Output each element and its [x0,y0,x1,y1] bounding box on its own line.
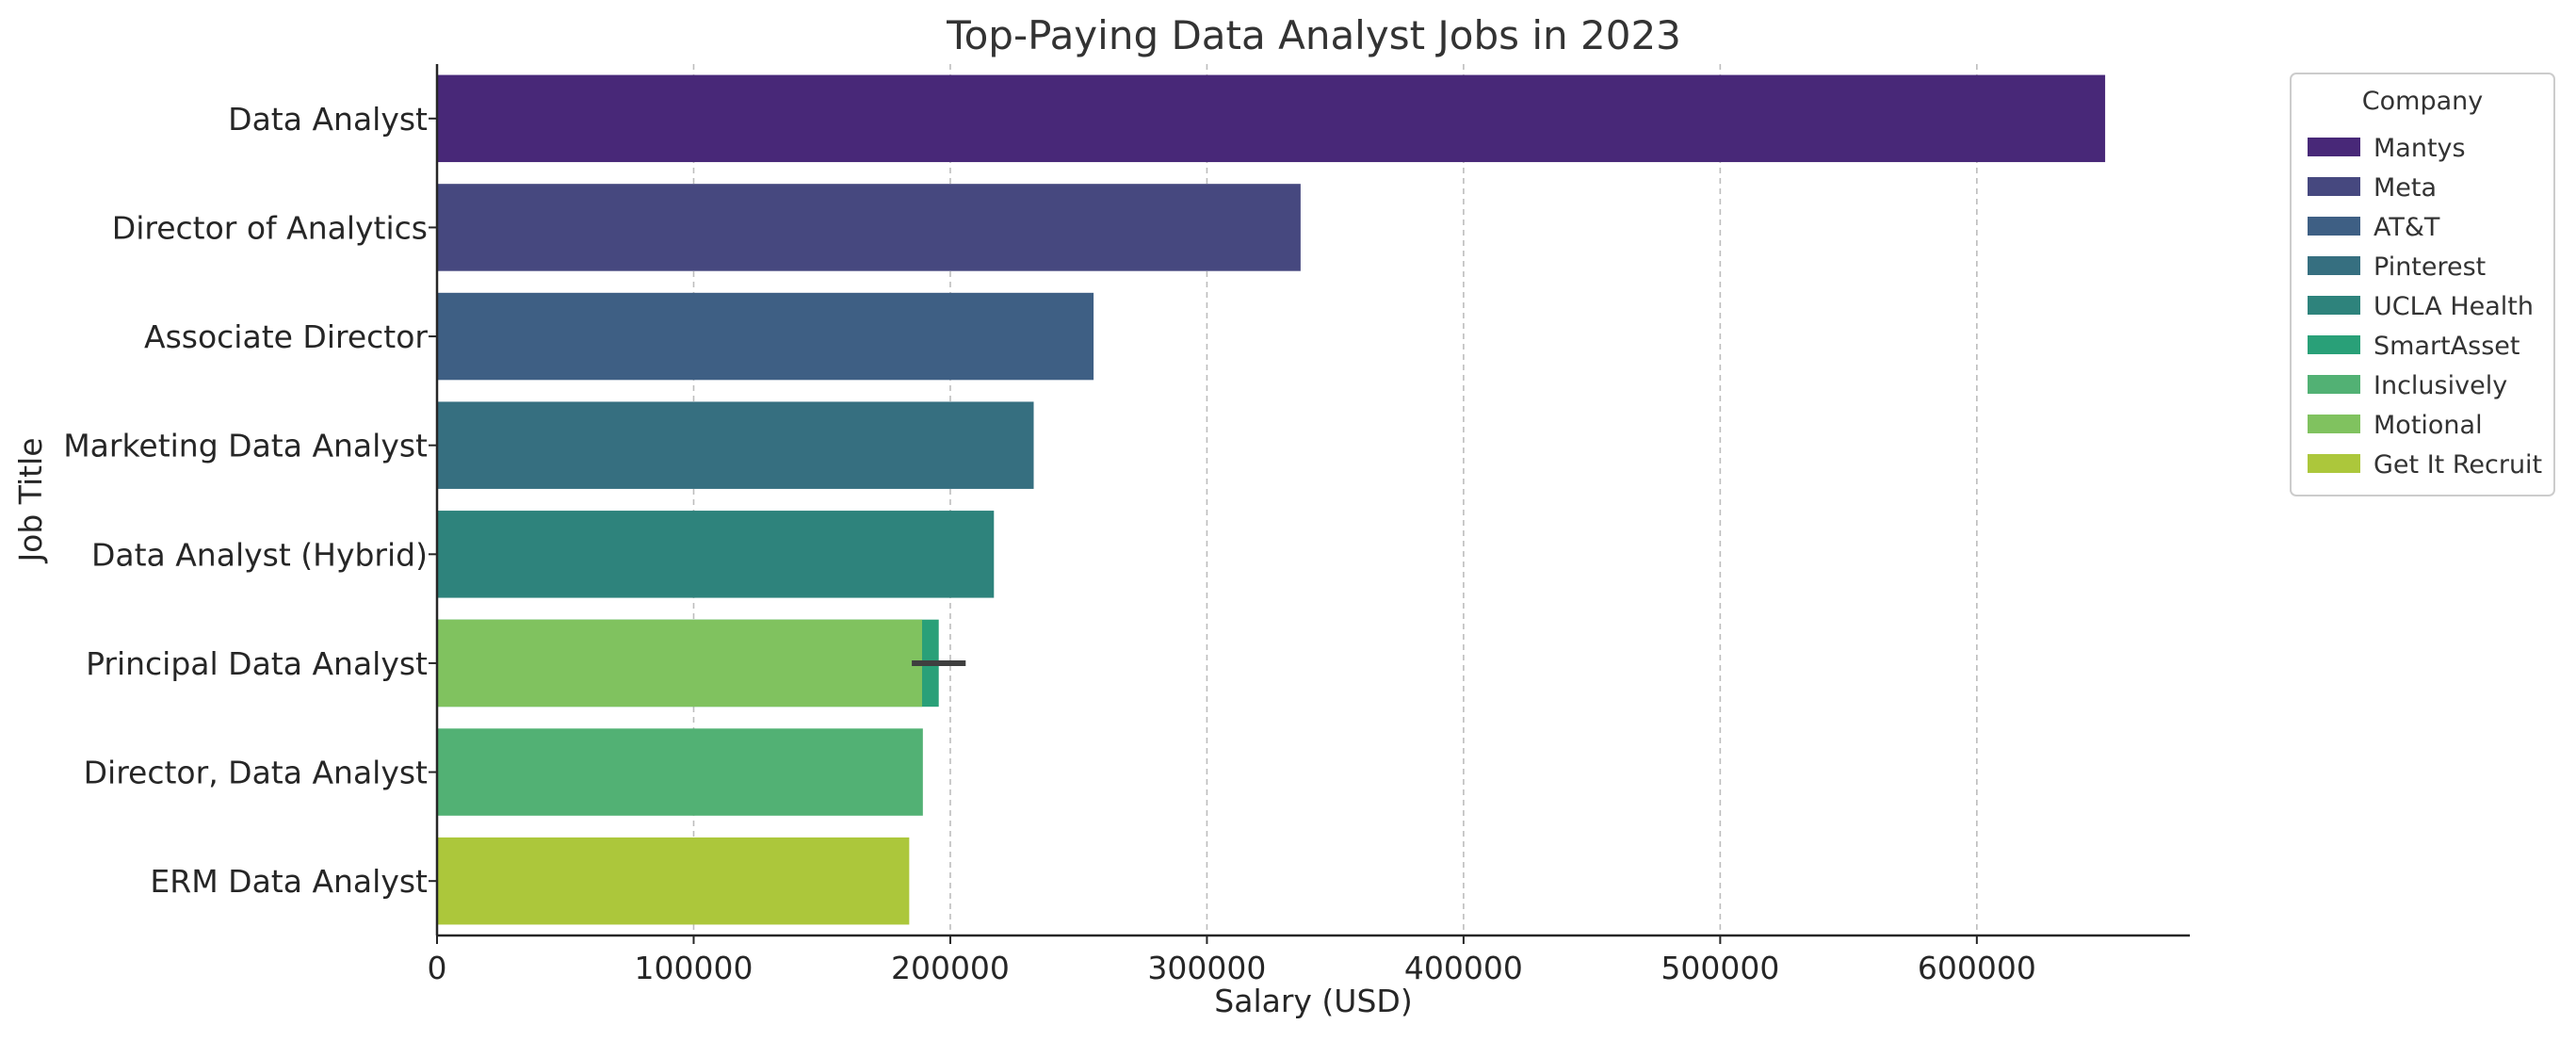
legend-label-at-t: AT&T [2373,213,2440,242]
category-label-data-analyst: Data Analyst [228,101,428,138]
legend-label-inclusively: Inclusively [2373,371,2507,400]
legend-swatch-inclusively [2308,375,2360,394]
legend-label-get-it-recruit: Get It Recruit [2373,450,2542,480]
bar-director-of-analytics-meta [437,184,1301,271]
x-tick-label-4: 400000 [1404,950,1523,986]
x-axis-label: Salary (USD) [1214,983,1412,1019]
category-label-principal-data-analyst: Principal Data Analyst [86,645,428,682]
bar-data-analyst-hybrid-ucla-health [437,511,995,598]
label-layer: Top-Paying Data Analyst Jobs in 2023 Sal… [12,12,1681,1019]
legend-label-pinterest: Pinterest [2373,252,2486,282]
legend-title: Company [2362,87,2483,116]
legend-swatch-at-t [2308,217,2360,236]
legend-swatch-ucla-health [2308,296,2360,315]
axis-layer: 0 100000 200000 300000 400000 500000 600000 Dat… [63,64,2190,986]
legend-label-meta: Meta [2373,173,2437,203]
legend-swatch-motional [2308,415,2360,433]
legend-swatch-smartasset [2308,335,2360,354]
legend-swatch-meta [2308,177,2360,196]
legend-label-ucla-health: UCLA Health [2373,292,2534,321]
chart-title: Top-Paying Data Analyst Jobs in 2023 [946,12,1681,58]
bar-data-analyst-mantys [437,74,2106,163]
x-tick-label-5: 500000 [1661,950,1779,986]
x-tick-label-3: 300000 [1147,950,1266,986]
bar-associate-director-at-t [437,292,1094,381]
bar-layer [437,74,2106,925]
x-tick-label-2: 200000 [891,950,1010,986]
bar-marketing-data-analyst-pinterest [437,401,1034,489]
x-tick-label-1: 100000 [634,950,753,986]
category-label-director-of-analytics: Director of Analytics [112,209,428,246]
y-axis-label: Job Title [12,437,49,563]
bar-director-data-analyst-inclusively [437,728,923,816]
legend-label-motional: Motional [2373,411,2483,440]
legend: Company Mantys Meta AT&T Pinterest UCLA Heal… [2290,73,2555,496]
legend-swatch-pinterest [2308,256,2360,275]
bar-erm-data-analyst-get-it-recruit [437,837,910,925]
category-label-associate-director: Associate Director [144,318,428,355]
legend-label-smartasset: SmartAsset [2373,332,2519,361]
category-label-erm-data-analyst: ERM Data Analyst [150,863,428,900]
category-label-marketing-data-analyst: Marketing Data Analyst [63,428,428,464]
x-tick-label-0: 0 [428,950,447,986]
bar-principal-data-analyst-motional [437,619,922,708]
category-label-data-analyst-hybrid: Data Analyst (Hybrid) [91,536,428,573]
legend-swatch-get-it-recruit [2308,454,2360,473]
category-label-director-data-analyst: Director, Data Analyst [84,755,428,791]
legend-swatch-mantys [2308,138,2360,156]
x-tick-label-6: 600000 [1918,950,2036,986]
legend-label-mantys: Mantys [2373,134,2466,163]
